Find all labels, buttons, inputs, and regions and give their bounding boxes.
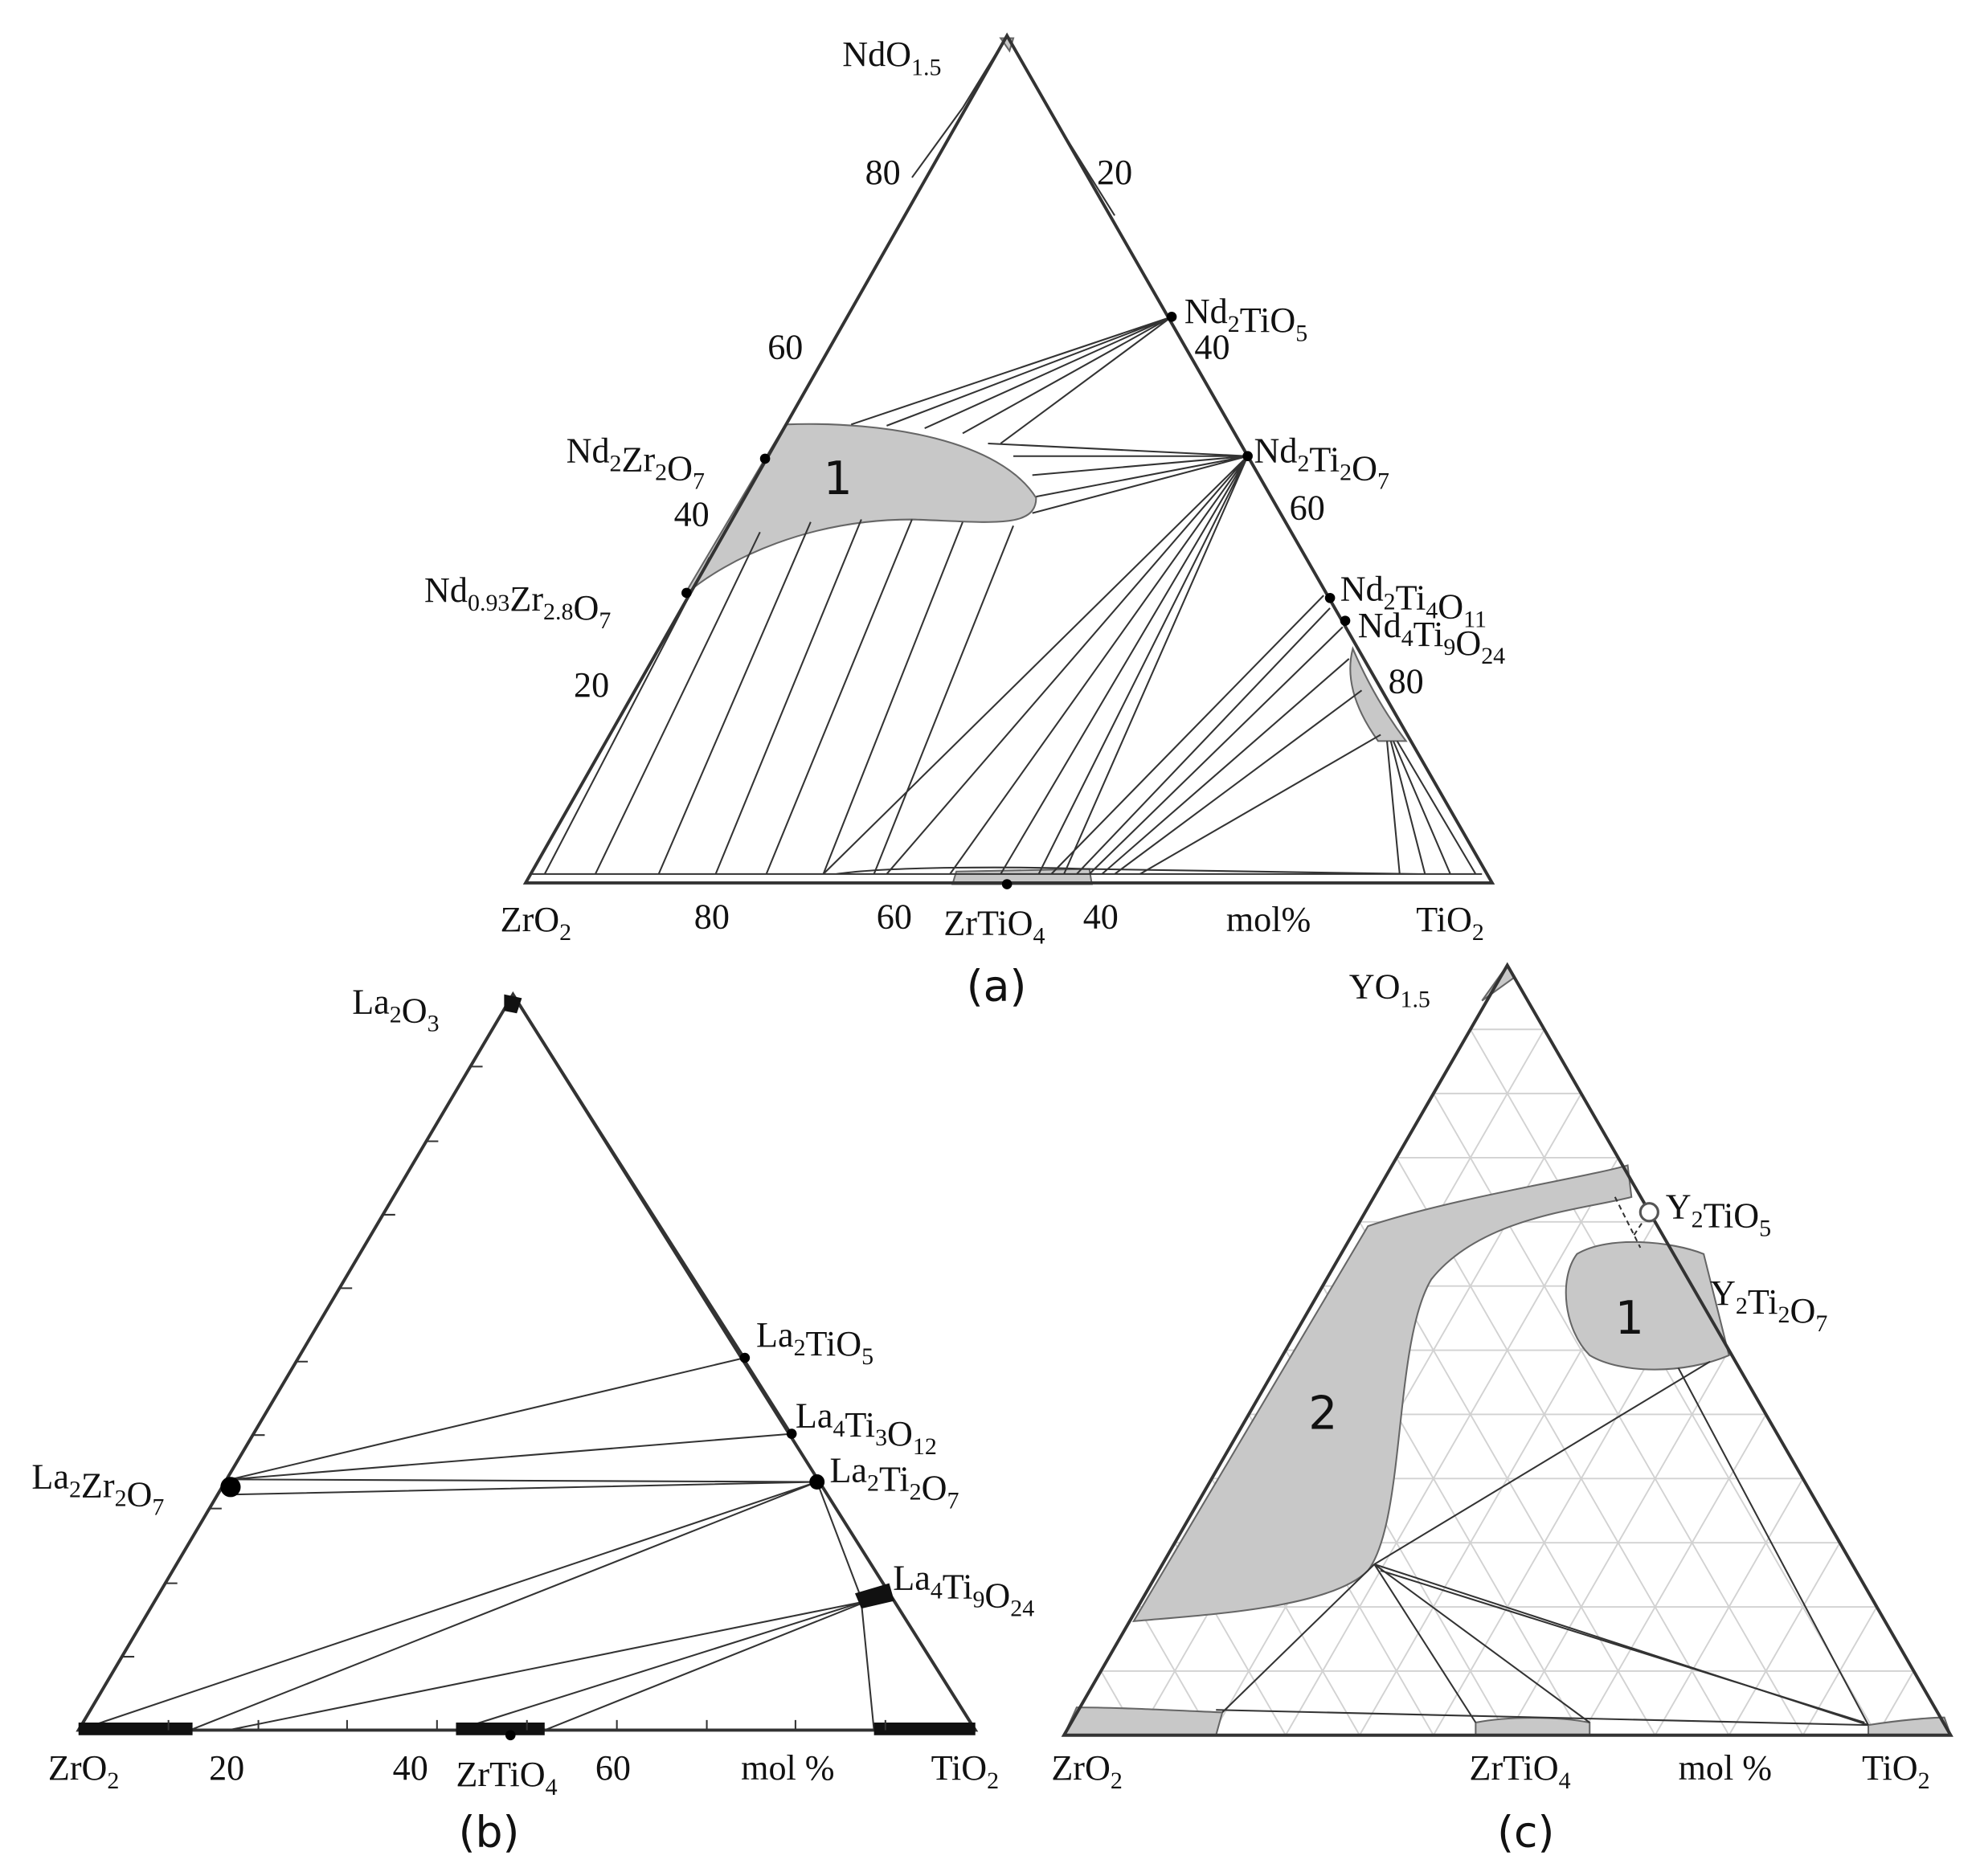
label: ZrTiO4 bbox=[1469, 1748, 1570, 1794]
tick-label: 40 bbox=[1194, 327, 1229, 366]
compound-point bbox=[505, 1730, 516, 1741]
label: La2Zr2O7 bbox=[31, 1457, 164, 1520]
phase-bars bbox=[78, 994, 976, 1735]
unit-label: mol % bbox=[741, 1748, 834, 1788]
label: La4Ti9O24 bbox=[893, 1558, 1034, 1621]
tick-label: 80 bbox=[694, 897, 730, 937]
compound-point bbox=[759, 453, 771, 464]
region bbox=[683, 423, 1037, 596]
panel-a: NdO1.5 80 20 Nd2TiO5 40 60 Nd2Zr2O7 1 Nd… bbox=[424, 32, 1505, 1012]
tick-label: 60 bbox=[595, 1748, 631, 1788]
tick-label: 60 bbox=[877, 897, 912, 937]
tick-label: 20 bbox=[574, 665, 609, 705]
region bbox=[1131, 1164, 1633, 1623]
compound-point bbox=[1340, 615, 1351, 626]
compound-point bbox=[1166, 312, 1177, 322]
region bbox=[1062, 1706, 1224, 1736]
label: La2TiO5 bbox=[756, 1315, 873, 1370]
tick-marks bbox=[121, 1065, 886, 1731]
caption: (a) bbox=[967, 961, 1027, 1012]
vertex-label: TiO2 bbox=[1416, 900, 1484, 946]
vertex-label: YO1.5 bbox=[1349, 967, 1430, 1012]
compound-point bbox=[1001, 879, 1013, 889]
label: ZrTiO4 bbox=[456, 1755, 557, 1800]
tick-label: 40 bbox=[393, 1748, 428, 1788]
compound-point bbox=[220, 1477, 241, 1498]
label: Y2TiO5 bbox=[1666, 1187, 1771, 1242]
grid-line bbox=[1580, 1413, 1767, 1736]
region bbox=[1349, 646, 1408, 742]
label: Nd2Zr2O7 bbox=[567, 431, 705, 495]
panel-b: La2O3 La2TiO5 La4Ti3O12 La2Zr2O7 La2Ti2O… bbox=[31, 982, 1034, 1857]
region-label: 2 bbox=[1308, 1387, 1337, 1440]
label: NdO1.5 bbox=[842, 35, 941, 80]
compound-point bbox=[1242, 451, 1253, 462]
tick-label: 20 bbox=[209, 1748, 244, 1788]
vertex-label: TiO2 bbox=[1862, 1748, 1930, 1794]
vertex-label: ZrO2 bbox=[501, 900, 571, 946]
region bbox=[1867, 1716, 1952, 1736]
compound-point bbox=[1638, 1202, 1659, 1223]
vertex-label: ZrO2 bbox=[1051, 1748, 1122, 1794]
region bbox=[1565, 1240, 1730, 1371]
grid-line bbox=[1469, 1028, 1878, 1736]
region-label: 1 bbox=[1615, 1292, 1644, 1345]
vertex-label: ZrO2 bbox=[48, 1748, 119, 1794]
tie-lines bbox=[1216, 1196, 1869, 1727]
label: ZrTiO4 bbox=[943, 904, 1045, 950]
region bbox=[1475, 1717, 1591, 1736]
unit-label: mol % bbox=[1679, 1748, 1772, 1788]
label: La2Ti2O7 bbox=[829, 1451, 959, 1514]
label: Nd2Ti2O7 bbox=[1254, 431, 1389, 495]
caption: (b) bbox=[459, 1806, 520, 1857]
compound-point bbox=[786, 1428, 797, 1439]
compound-point bbox=[739, 1352, 751, 1363]
vertex-label: TiO2 bbox=[931, 1748, 1000, 1794]
tick-label: 20 bbox=[1097, 153, 1132, 192]
tie-lines bbox=[78, 994, 875, 1731]
tick-label: 40 bbox=[1083, 897, 1119, 937]
label: Nd0.93Zr2.8O7 bbox=[424, 570, 611, 634]
panel-c: YO1.5 Y2TiO5 Y2Ti2O7 1 2 ZrO2 ZrTiO4 mol… bbox=[1051, 962, 1953, 1857]
label: Y2Ti2O7 bbox=[1710, 1273, 1827, 1337]
triangle bbox=[1061, 962, 1953, 1737]
grid-line bbox=[1728, 1542, 1841, 1736]
compound-point bbox=[1324, 592, 1336, 603]
grid bbox=[1100, 1028, 1915, 1736]
tie-lines bbox=[532, 35, 1483, 875]
grid-line bbox=[1285, 1157, 1619, 1736]
tick-label: 60 bbox=[1290, 488, 1325, 528]
vertex-label: La2O3 bbox=[352, 982, 439, 1036]
compound-point bbox=[681, 587, 692, 599]
tick-label: 80 bbox=[865, 153, 901, 192]
tick-label: 80 bbox=[1389, 661, 1424, 701]
compound-point bbox=[809, 1474, 825, 1490]
region-label: 1 bbox=[824, 452, 853, 505]
unit-label: mol% bbox=[1226, 900, 1311, 939]
caption: (c) bbox=[1497, 1806, 1554, 1857]
tick-label: 60 bbox=[767, 327, 803, 366]
tick-label: 40 bbox=[674, 494, 710, 533]
